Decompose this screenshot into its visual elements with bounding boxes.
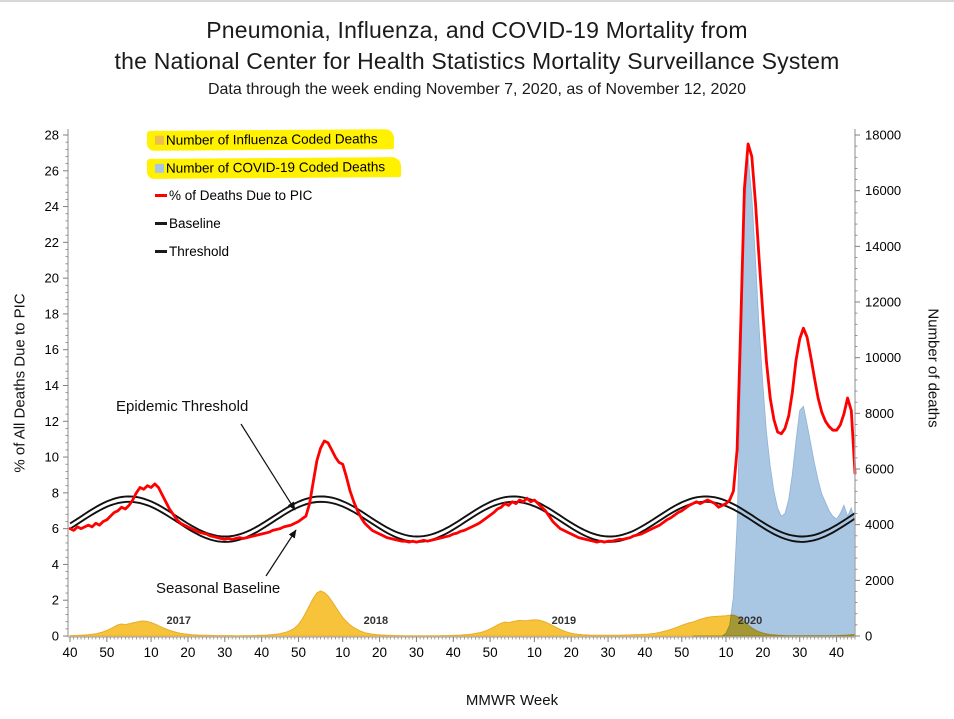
x-axis-tick-label: 40 — [254, 645, 269, 660]
x-axis-tick-label: 10 — [527, 645, 542, 660]
x-axis-tick-label: 20 — [180, 645, 195, 660]
x-axis-tick-label: 40 — [446, 645, 461, 660]
x-axis-tick-label: 10 — [144, 645, 159, 660]
legend-entry: Baseline — [147, 214, 221, 234]
annotation-seasonal-baseline: Seasonal Baseline — [156, 580, 281, 597]
legend-item: Threshold — [155, 238, 401, 266]
legend-label: Threshold — [169, 244, 230, 259]
right-axis-tick-label: 12000 — [865, 295, 901, 310]
left-axis-tick-label: 16 — [45, 342, 59, 357]
legend-square-marker — [154, 135, 165, 145]
x-axis-tick-label: 40 — [829, 645, 844, 660]
year-label: 2017 — [166, 615, 190, 627]
left-axis-title: % of All Deaths Due to PIC — [11, 293, 29, 473]
legend-entry: % of Deaths Due to PIC — [147, 186, 312, 206]
x-axis-tick-label: 10 — [718, 645, 733, 660]
chart-title-line1: Pneumonia, Influenza, and COVID-19 Morta… — [206, 17, 748, 43]
left-axis-tick-label: 8 — [52, 485, 59, 500]
left-axis-tick-label: 2 — [52, 593, 59, 608]
left-axis-tick-label: 20 — [45, 271, 59, 286]
legend-highlight: Number of COVID-19 Coded Deaths — [146, 157, 402, 179]
x-axis-tick-label: 20 — [372, 645, 387, 660]
legend-item: Number of COVID-19 Coded Deaths — [146, 154, 402, 182]
legend-item: Baseline — [155, 210, 401, 238]
year-label: 2020 — [738, 615, 762, 627]
right-axis-tick-label: 2000 — [865, 573, 894, 588]
x-axis-tick-label: 50 — [674, 645, 689, 660]
legend-line-marker — [155, 194, 167, 197]
chart-legend: Number of Influenza Coded Deaths Number o… — [146, 126, 402, 266]
right-axis-tick-label: 10000 — [865, 350, 901, 365]
x-axis-tick-label: 40 — [62, 645, 77, 660]
left-axis-tick-label: 24 — [45, 199, 59, 214]
pic-percent-line — [68, 142, 857, 544]
legend-label: % of Deaths Due to PIC — [169, 188, 313, 203]
right-axis-tick-label: 18000 — [865, 128, 901, 143]
annotation-epidemic-threshold: Epidemic Threshold — [116, 398, 249, 415]
right-axis-tick-label: 8000 — [865, 406, 894, 421]
right-axis-tick-label: 16000 — [865, 183, 901, 198]
x-axis-tick-label: 40 — [637, 645, 652, 660]
legend-item: % of Deaths Due to PIC — [155, 182, 401, 210]
left-axis-tick-label: 26 — [45, 163, 59, 178]
right-axis-tick-label: 0 — [865, 629, 872, 644]
influenza-deaths-area — [69, 590, 856, 637]
legend-label: Baseline — [169, 216, 221, 231]
right-axis-tick-label: 6000 — [865, 462, 894, 477]
left-axis-tick-label: 10 — [45, 450, 59, 465]
x-axis-tick-label: 30 — [792, 645, 807, 660]
x-axis-tick-label: 20 — [755, 645, 770, 660]
chart-subtitle: Data through the week ending November 7,… — [207, 81, 747, 98]
left-axis-tick-label: 4 — [52, 557, 59, 572]
left-axis-tick-label: 6 — [52, 521, 59, 536]
x-axis-tick-label: 50 — [99, 645, 114, 660]
x-axis-tick-label: 50 — [483, 645, 498, 660]
legend-entry: Threshold — [147, 242, 229, 262]
legend-label: Number of COVID-19 Coded Deaths — [165, 159, 386, 176]
legend-item: Number of Influenza Coded Deaths — [146, 126, 401, 154]
epidemic-threshold-curve — [69, 495, 856, 538]
annotation-arrow — [240, 423, 296, 511]
chart-title-line2: the National Center for Health Statistic… — [114, 48, 840, 74]
legend-line-marker — [155, 250, 167, 253]
year-label: 2018 — [364, 615, 388, 627]
left-axis-tick-label: 18 — [45, 306, 59, 321]
x-axis-tick-label: 30 — [601, 645, 616, 660]
x-axis-tick-label: 30 — [409, 645, 424, 660]
legend-line-marker — [155, 222, 167, 225]
right-axis-title: Number of deaths — [924, 308, 942, 428]
left-axis-tick-label: 22 — [45, 235, 59, 250]
x-axis-tick-label: 20 — [564, 645, 579, 660]
annotation-arrow — [265, 529, 297, 577]
legend-square-marker — [154, 163, 165, 173]
covid-deaths-area — [692, 157, 856, 637]
legend-highlight: Number of Influenza Coded Deaths — [146, 129, 394, 151]
right-axis-tick-label: 14000 — [865, 239, 901, 254]
left-axis-tick-label: 28 — [45, 128, 59, 143]
x-axis-title: MMWR Week — [465, 692, 559, 709]
left-axis-tick-label: 14 — [45, 378, 59, 393]
legend-label: Number of Influenza Coded Deaths — [165, 131, 378, 148]
chart-title: Pneumonia, Influenza, and COVID-19 Morta… — [0, 15, 954, 77]
right-axis-tick-label: 4000 — [865, 517, 894, 532]
year-label: 2019 — [552, 615, 576, 627]
left-axis-tick-label: 12 — [45, 414, 59, 429]
x-axis-tick-label: 30 — [217, 645, 232, 660]
top-border-line — [0, 0, 954, 2]
left-axis-tick-label: 0 — [52, 629, 59, 644]
x-axis-tick-label: 50 — [291, 645, 306, 660]
x-axis-tick-label: 10 — [335, 645, 350, 660]
